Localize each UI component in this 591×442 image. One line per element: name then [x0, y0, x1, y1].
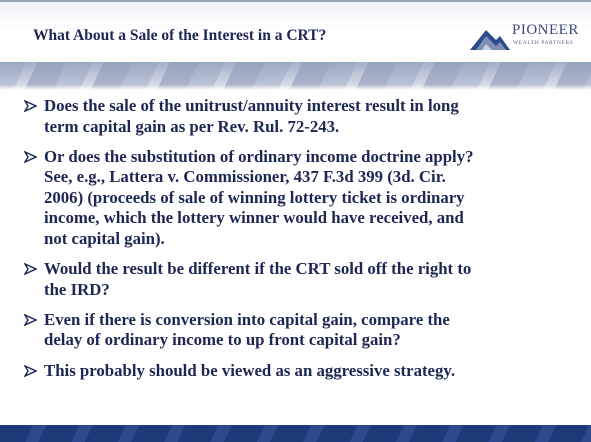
bullet: Would the result be different if the CRT…: [24, 259, 584, 300]
bullet-line: Does the sale of the unitrust/annuity in…: [44, 96, 459, 115]
bullet-arrow: [24, 263, 37, 276]
bullet-line: This probably should be viewed as an agg…: [44, 360, 456, 380]
header-band-shade: [0, 62, 591, 90]
bullet-line: Even if there is conversion into capital…: [44, 309, 450, 329]
bullet-line: See, e.g., Lattera v. Commissioner, 437 …: [44, 167, 446, 187]
bullet-arrow: [24, 150, 37, 163]
bullet-line: term capital gain as per Rev. Rul. 72-24…: [44, 116, 340, 136]
bullet: This probably should be viewed as an agg…: [24, 361, 584, 382]
footer-band: [0, 425, 591, 442]
bullet-line: delay of ordinary income to up front cap…: [44, 330, 401, 350]
bullet-line: the IRD?: [44, 279, 110, 299]
bullet-arrow: [24, 100, 37, 112]
logo-subtitle: WEALTH PARTNERS: [513, 40, 574, 46]
bullet-line: income, which the lottery winner would h…: [44, 208, 464, 228]
bullet-line: Would the result be different if the CRT…: [44, 259, 472, 279]
logo: PIONEER WEALTH PARTNERS: [470, 20, 585, 56]
bullet-line: Or does the substitution of ordinary inc…: [44, 146, 474, 166]
logo-icon: [470, 30, 510, 50]
logo-name: PIONEER: [512, 22, 579, 38]
bullet-line: not capital gain).: [44, 229, 165, 249]
slide-title: What About a Sale of the Interest in a C…: [33, 27, 327, 44]
bullet-list: Does the sale of the unitrust/annuity in…: [24, 96, 584, 391]
bullet-line: 2006) (proceeds of sale of winning lotte…: [44, 187, 465, 207]
top-rule: [0, 0, 591, 2]
bullet-arrow: [24, 313, 37, 326]
bullet: Even if there is conversion into capital…: [24, 310, 584, 351]
bullet-arrow: [24, 364, 37, 377]
bullet: Or does the substitution of ordinary inc…: [24, 147, 584, 250]
bullet: Does the sale of the unitrust/annuity in…: [24, 96, 584, 137]
